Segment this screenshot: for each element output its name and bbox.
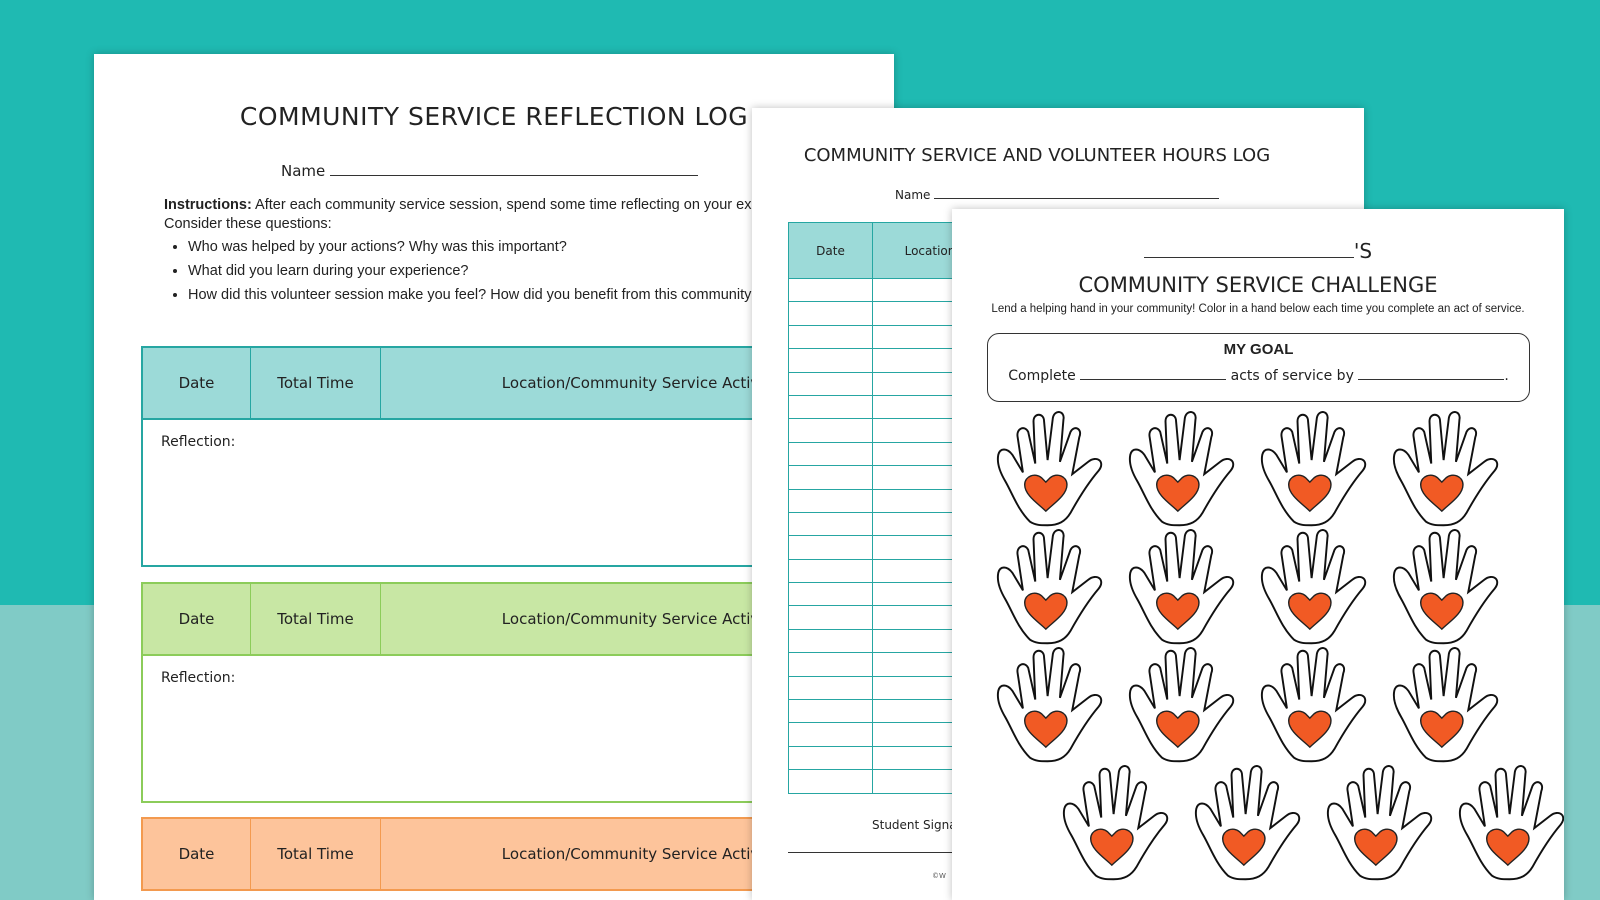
hand-heart-icon[interactable] — [1190, 763, 1256, 881]
hand-heart-icon[interactable] — [1388, 645, 1520, 763]
hand-heart-icon[interactable] — [1454, 763, 1520, 881]
hand-heart-icon[interactable] — [1256, 409, 1388, 527]
hand-heart-icon[interactable] — [1124, 645, 1256, 763]
name-field: Name — [281, 162, 699, 180]
question-item: Who was helped by your actions? Why was … — [188, 238, 864, 257]
table-row — [789, 723, 987, 747]
page-title: COMMUNITY SERVICE REFLECTION LOG — [239, 102, 749, 131]
table-row — [789, 419, 987, 443]
goal-complete-label: Complete — [1008, 368, 1076, 384]
table-row — [789, 770, 987, 794]
table-row — [789, 700, 987, 724]
goal-box: MY GOAL Complete acts of service by . — [987, 333, 1530, 402]
hand-heart-icon[interactable] — [1256, 645, 1388, 763]
table-row — [789, 466, 987, 490]
column-date: Date — [143, 584, 251, 654]
signature-line — [788, 852, 988, 853]
table-row — [789, 629, 987, 654]
hand-heart-icon[interactable] — [992, 409, 1124, 527]
reflection-label: Reflection: — [143, 654, 894, 801]
name-label: Name — [281, 162, 326, 180]
reflection-label: Reflection: — [143, 418, 894, 565]
column-date: Date — [143, 348, 251, 418]
table-row — [789, 746, 987, 771]
page-title: COMMUNITY SERVICE CHALLENGE — [1078, 273, 1438, 297]
copyright: ©W — [932, 872, 946, 880]
hand-heart-icon[interactable] — [1388, 527, 1520, 645]
table-row — [789, 653, 987, 677]
name-line: 'S — [952, 239, 1564, 263]
column-location: Location — [904, 243, 956, 258]
table-row — [789, 325, 987, 350]
table-row — [789, 302, 987, 326]
subtitle: Lend a helping hand in your community! C… — [991, 303, 1525, 315]
possessive-suffix: 'S — [1353, 239, 1373, 263]
hand-heart-icon[interactable] — [1058, 763, 1124, 881]
page-title: COMMUNITY SERVICE AND VOLUNTEER HOURS LO… — [803, 145, 1271, 166]
hand-heart-icon[interactable] — [1124, 409, 1256, 527]
table-row — [789, 349, 987, 373]
instructions: Instructions: After each community servi… — [164, 196, 864, 310]
hand-heart-icon[interactable] — [1124, 527, 1256, 645]
table-row — [789, 559, 987, 584]
name-label: Name — [895, 188, 931, 202]
table-row — [789, 583, 987, 607]
column-date: Date — [143, 819, 251, 889]
hand-heart-icon[interactable] — [992, 527, 1124, 645]
column-date: Date — [789, 223, 873, 278]
hands-grid — [992, 409, 1532, 881]
goal-acts-label: acts of service by — [1230, 368, 1354, 384]
column-total-time: Total Time — [251, 348, 381, 418]
column-total-time: Total Time — [251, 819, 381, 889]
table-row — [789, 395, 987, 420]
instructions-text: After each community service session, sp… — [164, 197, 812, 232]
hand-heart-icon[interactable] — [1388, 409, 1520, 527]
instructions-label: Instructions: — [164, 197, 252, 213]
column-location: Location/Community Service Activity — [501, 845, 779, 863]
table-row — [789, 512, 987, 537]
column-location: Location/Community Service Activity — [501, 610, 779, 628]
service-challenge-page: 'S COMMUNITY SERVICE CHALLENGE Lend a he… — [952, 209, 1564, 900]
question-item: How did this volunteer session make you … — [188, 286, 864, 305]
table-row — [789, 676, 987, 701]
hand-heart-icon[interactable] — [992, 645, 1124, 763]
hand-heart-icon[interactable] — [1322, 763, 1388, 881]
table-row — [789, 279, 987, 303]
table-row — [789, 442, 987, 467]
table-row — [789, 372, 987, 396]
goal-period: . — [1504, 368, 1509, 384]
column-location: Location/Community Service Activity — [501, 374, 779, 392]
column-total-time: Total Time — [251, 584, 381, 654]
goal-title: MY GOAL — [1223, 341, 1294, 358]
table-row — [789, 606, 987, 630]
name-field: Name — [895, 188, 1220, 202]
question-item: What did you learn during your experienc… — [188, 262, 864, 281]
table-row — [789, 536, 987, 560]
table-row — [789, 489, 987, 513]
hand-heart-icon[interactable] — [1256, 527, 1388, 645]
